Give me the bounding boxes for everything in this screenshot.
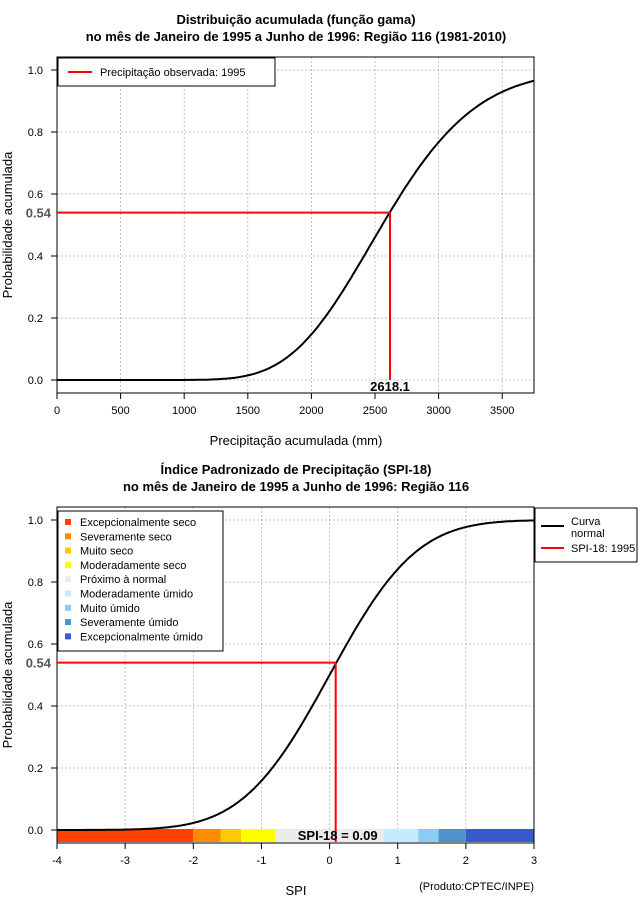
chart1-x-tick-label: 3500 (490, 405, 514, 417)
category-label: Moderadamente úmido (80, 589, 193, 601)
chart1-legend-label: Precipitação observada: 1995 (100, 67, 246, 79)
chart1-gridlines (56, 57, 534, 393)
category-swatch (65, 533, 71, 540)
chart2-normal-curve (57, 519, 535, 831)
chart1-x-label: Precipitação acumulada (mm) (210, 433, 383, 448)
spi-color-segment (220, 829, 241, 842)
chart2-line-legend: Curva normal SPI-18: 1995 (534, 507, 638, 563)
chart1-x-axis: 0 500 1000 1500 2000 2500 3000 3500 (54, 393, 514, 417)
spi-color-segment (275, 829, 385, 842)
chart2-category-legend: Excepcionalmente seco Severamente seco Mui… (57, 510, 224, 652)
chart2-spi-value-label: SPI-18 = 0.09 (298, 828, 378, 843)
chart1-x-tick-label: 2500 (363, 405, 387, 417)
chart2-legend-curve-label-2: normal (571, 528, 605, 540)
spi-color-segment (384, 829, 419, 842)
chart1-observed-prob-label: 0.54 (26, 206, 52, 221)
chart2-y-axis: 0.0 0.2 0.4 0.6 0.8 1.0 (28, 515, 57, 837)
chart1-plot-frame (56, 56, 535, 394)
category-swatch (65, 590, 71, 597)
category-label: Muito úmido (80, 603, 140, 615)
category-swatch (65, 633, 71, 640)
chart2-y-label: Probabilidade acumulada (0, 601, 15, 748)
chart2-category-legend-box (57, 510, 224, 652)
chart1-y-tick-label: 0.2 (28, 313, 43, 325)
chart2-x-tick-label: -2 (188, 855, 198, 867)
chart1-x-tick-label: 2000 (299, 405, 323, 417)
chart2-y-tick-label: 0.0 (28, 825, 43, 837)
chart2-x-tick-label: -4 (52, 855, 62, 867)
category-label: Excepcionalmente seco (80, 517, 196, 529)
chart2-legend-spi-label: SPI-18: 1995 (571, 543, 635, 555)
category-label: Próximo à normal (80, 574, 166, 586)
chart2-y-tick-label: 0.2 (28, 763, 43, 775)
chart2-category-legend-items: Excepcionalmente seco Severamente seco Mui… (65, 517, 203, 643)
category-label: Severamente úmido (80, 617, 178, 629)
chart1-x-tick-label: 500 (111, 405, 129, 417)
chart-gamma: Distribuição acumulada (função gama) no … (0, 12, 535, 448)
chart2-title-line2: no mês de Janeiro de 1995 a Junho de 199… (123, 479, 469, 494)
chart1-x-tick-label: 3000 (426, 405, 450, 417)
chart2-color-bar (57, 829, 534, 842)
chart1-title-line1: Distribuição acumulada (função gama) (176, 12, 415, 27)
chart1-x-tick-label: 1000 (172, 405, 196, 417)
chart2-line-legend-box (534, 507, 638, 563)
chart2-observed-prob-label: 0.54 (26, 656, 52, 671)
chart2-title-line1: Índice Padronizado de Precipitação (SPI-… (161, 462, 432, 477)
chart2-x-tick-label: 3 (531, 855, 537, 867)
spi-color-segment (418, 829, 439, 842)
chart1-legend: Precipitação observada: 1995 (57, 57, 276, 87)
chart2-x-label: SPI (286, 883, 307, 898)
chart2-y-tick-label: 0.6 (28, 639, 43, 651)
category-swatch (65, 561, 71, 568)
chart2-y-tick-label: 0.8 (28, 577, 43, 589)
chart1-y-axis: 0.0 0.2 0.4 0.6 0.8 1.0 (28, 65, 57, 387)
chart2-x-tick-label: -3 (120, 855, 130, 867)
chart1-y-tick-label: 1.0 (28, 65, 43, 77)
chart2-x-tick-label: -1 (257, 855, 267, 867)
chart1-y-tick-label: 0.0 (28, 375, 43, 387)
chart2-y-tick-label: 1.0 (28, 515, 43, 527)
chart2-legend-curve-label-1: Curva (571, 516, 601, 528)
footer-credit: (Produto:CPTEC/INPE) (419, 881, 534, 893)
chart2-x-tick-label: 0 (327, 855, 333, 867)
category-label: Excepcionalmente úmido (80, 631, 203, 643)
category-swatch (65, 604, 71, 611)
chart1-legend-box (57, 57, 276, 87)
chart1-observed-precip-label: 2618.1 (370, 379, 410, 394)
spi-color-segment (438, 829, 466, 842)
chart-spi: Índice Padronizado de Precipitação (SPI-… (0, 462, 638, 898)
category-label: Moderadamente seco (80, 560, 186, 572)
category-swatch (65, 519, 71, 525)
chart2-x-tick-label: 1 (395, 855, 401, 867)
chart1-y-label: Probabilidade acumulada (0, 151, 15, 298)
chart1-x-tick-label: 1500 (236, 405, 260, 417)
chart1-gamma-curve (57, 79, 535, 381)
spi-color-segment (193, 829, 221, 842)
chart1-title-line2: no mês de Janeiro de 1995 a Junho de 199… (86, 29, 507, 44)
chart1-y-tick-label: 0.8 (28, 127, 43, 139)
chart1-y-tick-label: 0.6 (28, 189, 43, 201)
chart1-x-tick-label: 0 (54, 405, 60, 417)
chart1-y-tick-label: 0.4 (28, 251, 43, 263)
chart2-x-tick-label: 2 (463, 855, 469, 867)
spi-color-segment (240, 829, 276, 842)
category-swatch (65, 547, 71, 554)
category-swatch (65, 576, 71, 583)
spi-color-segment (465, 829, 534, 842)
chart2-y-tick-label: 0.4 (28, 701, 43, 713)
chart2-x-axis: -4 -3 -2 -1 0 1 2 3 (52, 843, 537, 867)
category-swatch (65, 619, 71, 626)
spi-color-segment (57, 829, 194, 842)
category-label: Severamente seco (80, 531, 172, 543)
chart2-plot-frame (56, 506, 535, 844)
category-label: Muito seco (80, 546, 133, 558)
